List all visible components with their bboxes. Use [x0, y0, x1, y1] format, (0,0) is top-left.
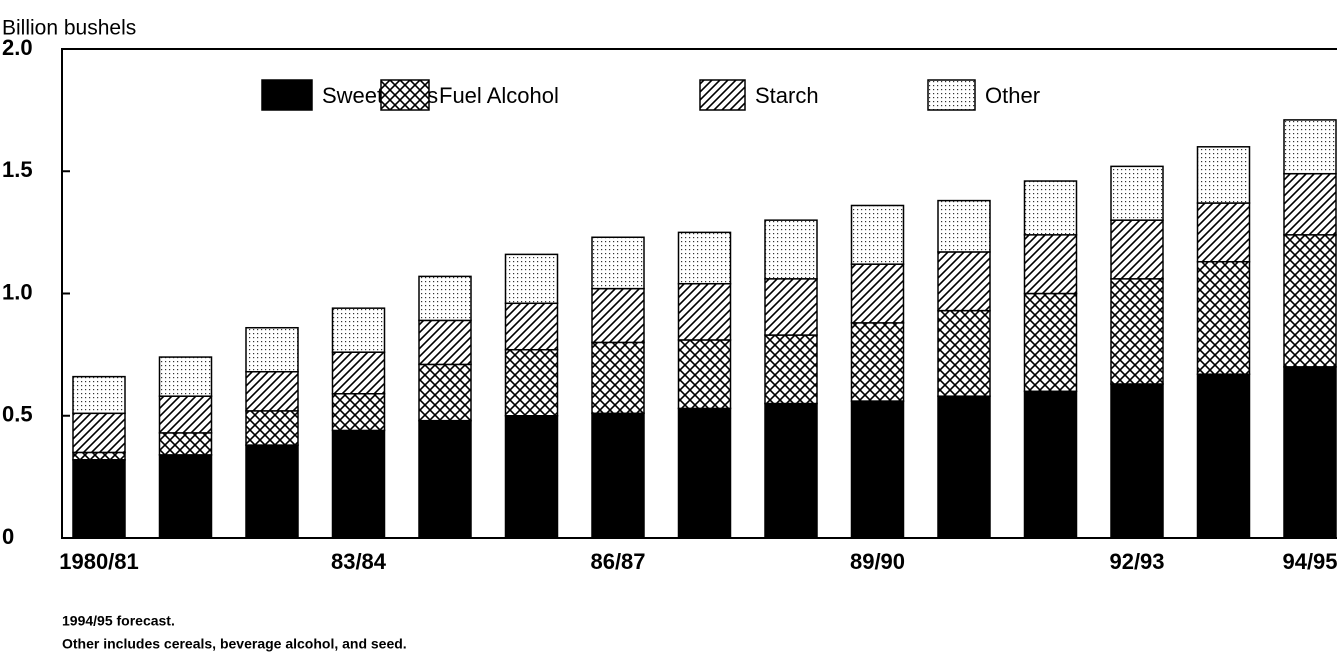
note: 1994/95 forecast.: [62, 613, 175, 629]
bar-segment: [677, 407, 732, 539]
bar-segment: [591, 341, 645, 415]
bar-segment: [937, 395, 991, 539]
bar-segment: [245, 410, 299, 446]
y-tick-label: 1.0: [2, 279, 33, 304]
bar-segment: [1110, 165, 1164, 221]
bar-segment: [331, 392, 386, 432]
bar-segment: [1023, 234, 1078, 295]
x-tick-label: 89/90: [850, 549, 905, 574]
bar-segment: [591, 236, 645, 290]
bar-segment: [764, 219, 818, 280]
bar-segment: [677, 282, 732, 341]
bar-segment: [850, 263, 905, 324]
bar-segment: [418, 419, 472, 539]
bar-segment: [418, 319, 472, 366]
legend-label: Other: [985, 83, 1040, 108]
bar-segment: [850, 204, 905, 265]
legend-swatch: [699, 79, 746, 111]
bar-segment: [677, 339, 732, 410]
x-tick-label: 86/87: [590, 549, 645, 574]
bar-segment: [937, 309, 991, 397]
legend-swatch: [927, 79, 976, 111]
bar-segment: [158, 395, 213, 434]
bar-segment: [72, 451, 126, 461]
note: Other includes cereals, beverage alcohol…: [62, 636, 407, 652]
bar-segment: [331, 307, 386, 353]
bar-segment: [937, 199, 991, 253]
legend-swatch: [380, 79, 430, 111]
y-tick-label: 2.0: [2, 35, 33, 60]
bar-segment: [158, 432, 213, 456]
bar-segment: [418, 275, 472, 322]
bar-segment: [1023, 180, 1078, 236]
bar-segment: [591, 412, 645, 539]
bar-segment: [591, 287, 645, 344]
legend-swatch: [261, 79, 313, 111]
bar-segment: [245, 326, 299, 373]
bar-segment: [1283, 366, 1337, 539]
x-tick-label: 92/93: [1109, 549, 1164, 574]
bar-segment: [1283, 234, 1337, 368]
bar-segment: [504, 348, 559, 417]
bar-segment: [677, 231, 732, 285]
bar-segment: [504, 415, 559, 539]
bar-segment: [245, 370, 299, 412]
bar-segment: [850, 400, 905, 539]
bar-segment: [1110, 278, 1164, 385]
bar-segment: [1196, 260, 1251, 375]
bar-segment: [331, 429, 386, 539]
x-tick-label: 83/84: [331, 549, 387, 574]
legend-label: Starch: [755, 83, 819, 108]
bar-segment: [937, 251, 991, 312]
bar-segment: [1023, 390, 1078, 539]
bar-segment: [1110, 383, 1164, 539]
bar-segment: [764, 334, 818, 405]
bar-segment: [764, 402, 818, 539]
bar-segment: [418, 363, 472, 422]
bar-segment: [1110, 219, 1164, 280]
bar-segment: [504, 253, 559, 305]
bar-segment: [1196, 146, 1251, 204]
bar-segment: [850, 322, 905, 402]
bar-segment: [1283, 119, 1337, 175]
y-tick-label: 0.5: [2, 402, 33, 427]
bar-segment: [331, 351, 386, 395]
bar-segment: [1196, 202, 1251, 263]
bar-segment: [1196, 373, 1251, 539]
bar-segment: [158, 356, 213, 397]
bar-segment: [764, 278, 818, 336]
bar-segment: [245, 444, 299, 539]
y-tick-label: 0: [2, 524, 14, 549]
legend-label: Fuel Alcohol: [439, 83, 559, 108]
bar-segment: [1283, 172, 1337, 236]
bar-segment: [504, 302, 559, 351]
y-axis-label: Billion bushels: [2, 17, 136, 40]
bar-segment: [72, 375, 126, 415]
x-tick-label: 94/95: [1282, 549, 1337, 574]
bar-segment: [72, 459, 126, 539]
x-tick-label: 1980/81: [59, 549, 139, 574]
bar-segment: [1023, 292, 1078, 393]
y-tick-label: 1.5: [2, 157, 33, 182]
bar-segment: [158, 454, 213, 539]
bar-segment: [72, 412, 126, 454]
